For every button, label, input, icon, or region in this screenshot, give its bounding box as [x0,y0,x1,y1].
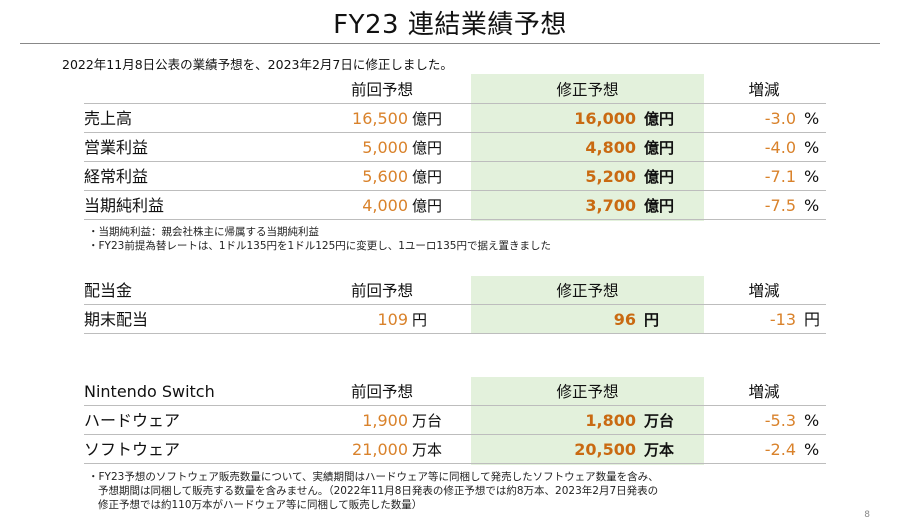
prev-value: 21,000 [352,440,408,459]
change-value: -7.1 [764,167,796,186]
revised-column-highlight [471,377,704,465]
revised-unit: 億円 [644,139,675,157]
page-title: FY23 連結業績予想 [333,10,567,40]
revised-unit: 円 [644,311,660,329]
table-row: ソフトウェア 21,000 万本 20,500 万本 -2.4 % [84,436,826,464]
change-unit: % [804,167,820,186]
prev-unit: 億円 [412,168,443,186]
intro-text: 2022年11月8日公表の業績予想を、2023年2月7日に修正しました。 [62,57,453,72]
prev-unit: 億円 [412,139,443,157]
header-change: 増減 [748,81,780,99]
change-value: -7.5 [764,196,796,215]
header-revised: 修正予想 [556,81,619,99]
revised-value: 1,800 [585,411,636,430]
revised-unit: 万本 [644,441,675,459]
table-row: 当期純利益 4,000 億円 3,700 億円 -7.5 % [84,192,826,220]
change-value: -3.0 [764,109,796,128]
footnote: ・当期純利益：親会社株主に帰属する当期純利益 [88,226,319,238]
revised-column-highlight [471,276,704,334]
row-label: 営業利益 [84,138,149,157]
revised-value: 20,500 [574,440,636,459]
revised-unit: 億円 [644,110,675,128]
row-label: 経常利益 [84,167,149,186]
prev-value: 1,900 [362,411,408,430]
prev-unit: 万本 [412,441,443,459]
prev-value: 4,000 [362,196,408,215]
prev-unit: 億円 [412,197,443,215]
row-label: ハードウェア [84,411,181,430]
prev-value: 5,600 [362,167,408,186]
footnote: ・FY23予想のソフトウェア販売数量について、実績期間はハードウェア等に同梱して… [88,471,659,483]
revised-unit: 億円 [644,197,675,215]
change-value: -5.3 [764,411,796,430]
revised-value: 96 [613,310,636,329]
section-label: 配当金 [84,281,133,300]
prev-unit: 億円 [412,110,443,128]
table-header-row: Nintendo Switch 前回予想 修正予想 増減 [84,378,826,406]
change-unit: % [804,411,820,430]
row-label: 当期純利益 [84,196,165,215]
change-unit: % [804,109,820,128]
page-number: 8 [864,510,870,520]
table-header-row: 前回予想 修正予想 増減 [84,76,826,104]
revised-value: 3,700 [585,196,636,215]
header-prev: 前回予想 [350,383,413,401]
revised-value: 16,000 [574,109,636,128]
table-row: 売上高 16,500 億円 16,000 億円 -3.0 % [84,105,826,133]
footnote: ・FY23前提為替レートは、1ドル135円を1ドル125円に変更し、1ユーロ13… [88,240,551,252]
table-row: 営業利益 5,000 億円 4,800 億円 -4.0 % [84,134,826,162]
change-unit: % [804,138,820,157]
row-label: 売上高 [84,109,133,128]
revised-column-highlight [471,74,704,221]
revised-unit: 億円 [644,168,675,186]
footnote: 予想期間は同梱して販売する数量を含みません。（2022年11月8日発表の修正予想… [98,485,659,497]
header-revised: 修正予想 [556,383,619,401]
revised-value: 4,800 [585,138,636,157]
table-row: ハードウェア 1,900 万台 1,800 万台 -5.3 % [84,407,826,435]
prev-value: 16,500 [352,109,408,128]
header-prev: 前回予想 [350,81,413,99]
prev-unit: 円 [412,311,428,329]
prev-value: 5,000 [362,138,408,157]
row-label: 期末配当 [84,310,149,329]
title-divider [20,43,880,44]
change-unit: % [804,196,820,215]
table-header-row: 配当金 前回予想 修正予想 増減 [84,277,826,305]
row-label: ソフトウェア [84,440,181,459]
change-unit: % [804,440,820,459]
revised-unit: 万台 [644,412,675,430]
header-revised: 修正予想 [556,282,619,300]
change-value: -4.0 [764,138,796,157]
table-row: 経常利益 5,600 億円 5,200 億円 -7.1 % [84,163,826,191]
header-change: 増減 [748,282,780,300]
change-value: -2.4 [764,440,796,459]
prev-unit: 万台 [412,412,443,430]
revised-value: 5,200 [585,167,636,186]
prev-value: 109 [377,310,408,329]
change-unit: 円 [804,310,821,329]
section-label: Nintendo Switch [84,382,215,401]
header-change: 増減 [748,383,780,401]
footnote: 修正予想では約110万本がハードウェア等に同梱して販売した数量） [98,499,423,511]
table-row: 期末配当 109 円 96 円 -13 円 [84,306,826,334]
change-value: -13 [769,310,796,329]
header-prev: 前回予想 [350,282,413,300]
